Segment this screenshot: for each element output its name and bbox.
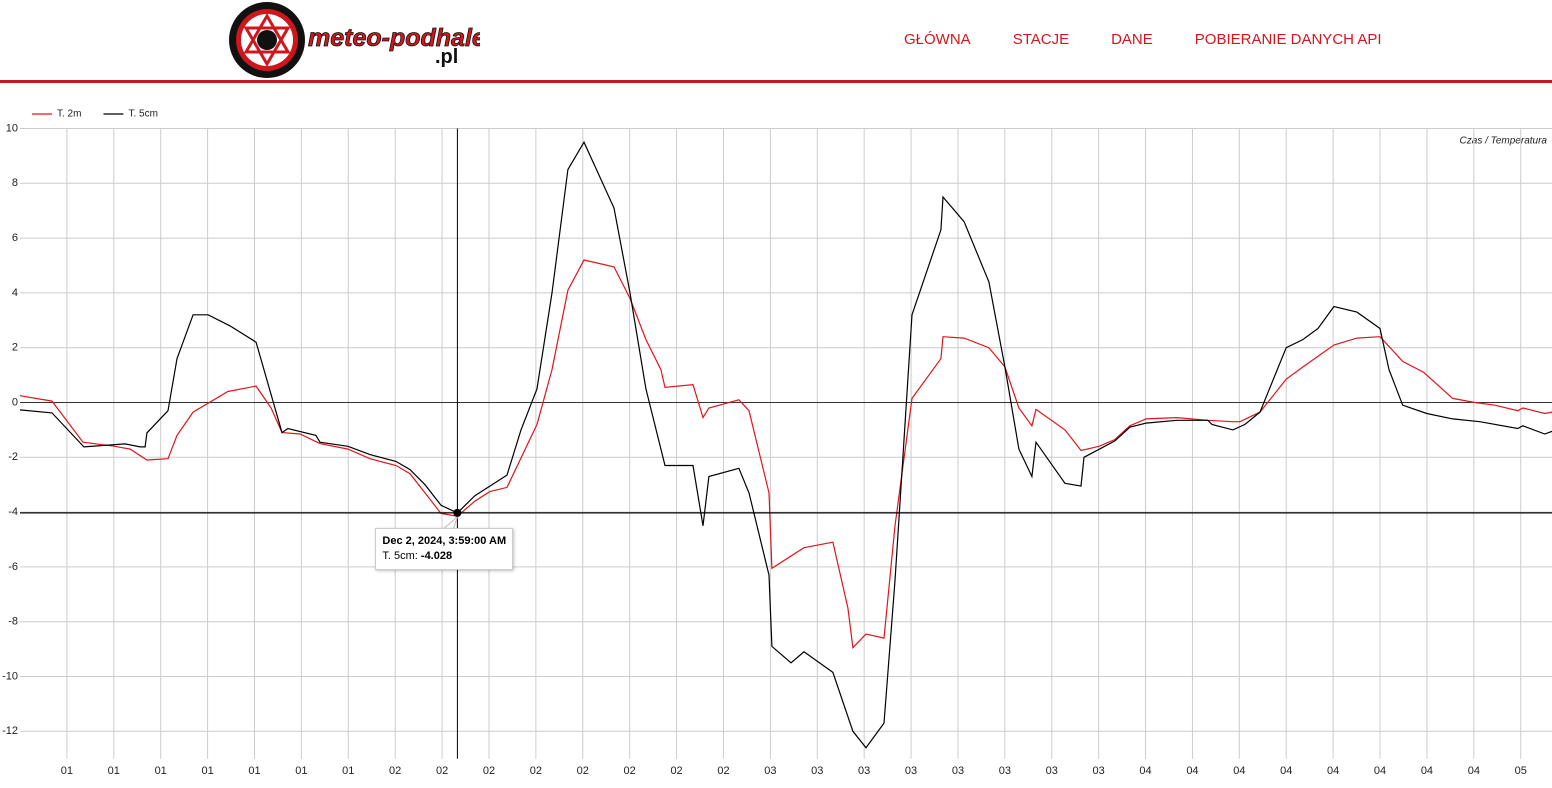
tooltip-title: Dec 2, 2024, 3:59:00 AM [382,534,507,547]
tooltip-label: T. 5cm: [382,549,418,562]
x-tick-label: 01 [108,765,120,777]
legend-label: T. 2m [57,109,81,120]
y-tick-label: 0 [12,396,18,408]
x-tick-label: 03 [952,765,964,777]
header: meteo-podhale .pl GŁÓWNA STACJE DANE POBIER… [0,0,1552,83]
nav-link[interactable]: POBIERANIE DANYCH API [1194,31,1382,48]
x-tick-label: 01 [201,765,213,777]
x-tick-label: 05 [1515,765,1527,777]
x-tick-label: 02 [717,765,729,777]
y-tick-label: -6 [8,561,18,573]
logo-suffix: .pl [435,46,458,68]
nav-link[interactable]: STACJE [1012,31,1070,48]
line [19,140,1552,749]
x-tick-label: 02 [577,765,589,777]
y-tick-label: 6 [12,232,18,244]
x-tick-label: 03 [999,765,1011,777]
logo[interactable]: meteo-podhale .pl [0,0,480,80]
x-tick-label: 02 [670,765,682,777]
x-tick-label: 03 [811,765,823,777]
hover-point [453,508,462,517]
y-tick-label: 4 [12,287,18,299]
x-tick-label: 03 [1093,765,1105,777]
nav: GŁÓWNA STACJE DANE POBIERANIE DANYCH API [904,31,1382,48]
x-tick-label: 04 [1327,765,1339,777]
nav-link[interactable]: DANE [1111,31,1153,48]
x-tick-label: 04 [1233,765,1245,777]
x-tick-label: 02 [436,765,448,777]
nav-link[interactable]: GŁÓWNA [904,31,971,48]
x-tick-label: 03 [1046,765,1058,777]
y-tick-label: 10 [6,122,18,134]
y-tick-label: -8 [8,616,18,628]
tooltip-value: -4.028 [420,549,453,562]
y-tick-label: 8 [12,177,18,189]
y-tick-label: -12 [2,725,18,737]
x-tick-label: 03 [905,765,917,777]
x-tick-label: 01 [248,765,260,777]
axis-title: Czas / Temperatura [1460,136,1548,147]
x-tick-label: 02 [389,765,401,777]
tooltip: Dec 2, 2024, 3:59:00 AM T. 5cm: -4.028 [375,527,514,570]
x-tick-label: 04 [1139,765,1151,777]
x-tick-label: 02 [483,765,495,777]
logo-text: meteo-podhale [308,24,480,52]
x-tick-label: 02 [624,765,636,777]
x-tick-label: 04 [1280,765,1292,777]
x-tick-label: 04 [1374,765,1386,777]
y-tick-label: -2 [8,451,18,463]
line [19,259,1552,650]
x-tick-label: 04 [1421,765,1433,777]
x-tick-label: 03 [858,765,870,777]
x-tick-label: 03 [764,765,776,777]
x-tick-label: 01 [295,765,307,777]
tooltip-row: T. 5cm: -4.028 [382,549,506,564]
x-tick-label: 02 [530,765,542,777]
y-tick-label: 2 [12,342,18,354]
y-tick-label: -10 [2,670,18,682]
legend-label: T. 5cm [128,109,157,120]
x-tick-label: 04 [1468,765,1480,777]
x-tick-label: 04 [1186,765,1198,777]
x-tick-label: 01 [61,765,73,777]
x-tick-label: 01 [155,765,167,777]
x-tick-label: 01 [342,765,354,777]
y-tick-label: -4 [8,506,18,518]
